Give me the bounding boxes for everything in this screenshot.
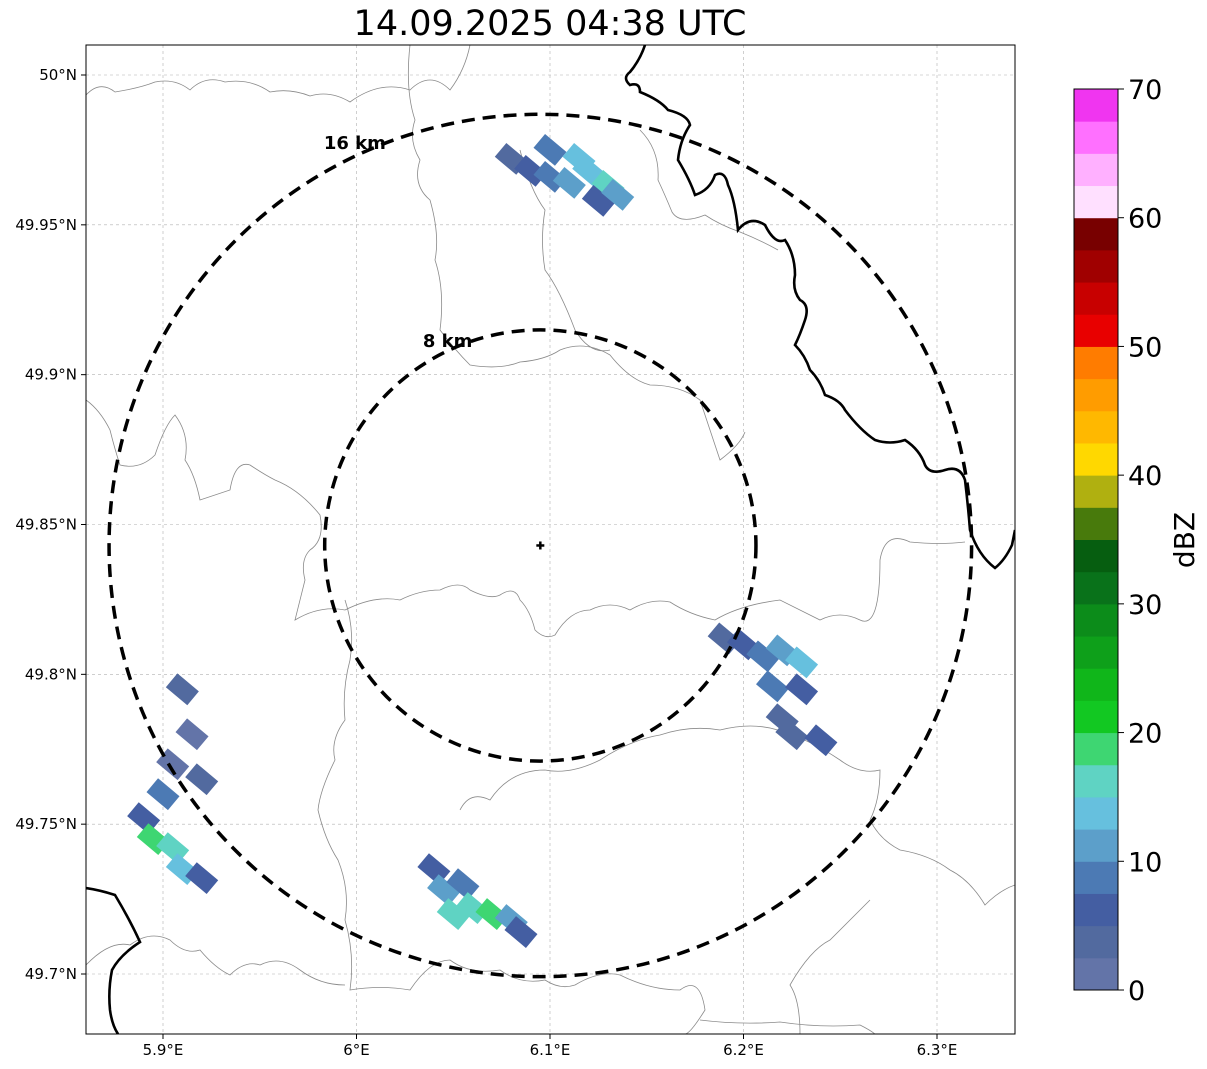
lat-tick-label: 49.9°N (25, 366, 77, 384)
echo-pixel (427, 874, 461, 906)
echo-pixel (533, 134, 567, 166)
echo-pixel (785, 673, 819, 706)
colorbar-swatch (1074, 571, 1118, 605)
colorbar-swatch (1074, 893, 1118, 927)
echo-east-cell (707, 622, 838, 757)
echo-south-cell (417, 853, 538, 948)
colorbar-title: dBZ (1168, 512, 1201, 568)
colorbar-swatch (1074, 410, 1118, 444)
echo-pixel (165, 673, 199, 706)
colorbar: 0 10 20 30 40 50 60 70 dBZ (1073, 75, 1201, 1007)
latitude-axis: 50°N 49.95°N 49.9°N 49.85°N 49.8°N 49.75°N 49.… (15, 66, 86, 983)
gridlines (86, 45, 1015, 1034)
lat-tick-label: 49.7°N (25, 965, 77, 983)
national-borders (86, 45, 1015, 1034)
lat-tick-label: 50°N (39, 66, 77, 84)
colorbar-swatch (1074, 249, 1118, 283)
echo-pixel (185, 763, 219, 796)
reflectivity-echoes (127, 134, 838, 948)
colorbar-frame (1073, 88, 1119, 991)
colorbar-swatch (1074, 89, 1118, 122)
colorbar-swatch (1074, 153, 1118, 187)
lon-tick-label: 6°E (343, 1041, 370, 1059)
map-title: 14.09.2025 04:38 UTC (353, 4, 747, 44)
echo-southwest-cell (127, 673, 219, 895)
colorbar-tick-label: 50 (1128, 332, 1162, 363)
colorbar-swatch (1074, 732, 1118, 766)
echo-pixel (601, 178, 635, 211)
lon-tick-label: 5.9°E (143, 1041, 184, 1059)
echo-pixel (127, 802, 161, 835)
colorbar-swatch (1074, 700, 1118, 734)
echo-pixel (146, 778, 180, 811)
lon-tick-label: 6.3°E (917, 1041, 958, 1059)
range-ring (322, 328, 758, 763)
echo-pixel (504, 916, 538, 948)
echo-pixel (446, 868, 480, 900)
lat-tick-label: 49.95°N (15, 216, 77, 234)
lat-tick-label: 49.75°N (15, 815, 77, 833)
echo-pixel (552, 166, 586, 199)
colorbar-swatch (1074, 764, 1118, 798)
map-background (86, 45, 1015, 1034)
lat-tick-label: 49.8°N (25, 665, 77, 683)
colorbar-swatch (1074, 475, 1118, 508)
colorbar-swatch (1074, 796, 1118, 830)
colorbar-swatch (1074, 829, 1118, 862)
range-ring-label: 8 km (423, 331, 473, 352)
longitude-axis: 5.9°E 6°E 6.1°E 6.2°E 6.3°E (143, 1034, 958, 1059)
colorbar-swatch (1074, 539, 1118, 573)
echo-pixel (775, 718, 809, 751)
echo-pixel (746, 640, 780, 673)
lat-tick-label: 49.85°N (15, 516, 77, 534)
colorbar-swatch (1074, 861, 1118, 894)
colorbar-swatch (1074, 925, 1118, 959)
colorbar-swatch (1074, 507, 1118, 540)
echo-pixel (785, 646, 819, 679)
echo-pixel (417, 853, 451, 886)
echo-pixel (156, 748, 190, 781)
colorbar-swatch (1074, 378, 1118, 412)
echo-pixel (156, 832, 190, 865)
echo-pixel (581, 184, 615, 217)
colorbar-tick-label: 10 (1128, 847, 1162, 878)
lon-tick-label: 6.2°E (723, 1041, 764, 1059)
colorbar-tick-label: 30 (1128, 590, 1162, 621)
colorbar-swatch (1074, 346, 1118, 380)
lon-tick-label: 6.1°E (530, 1041, 571, 1059)
colorbar-tick-label: 20 (1128, 719, 1162, 750)
colorbar-swatch (1074, 957, 1118, 991)
colorbar-swatch (1074, 668, 1118, 701)
colorbar-swatch (1074, 603, 1118, 637)
range-ring (107, 112, 974, 979)
colorbar-tick-label: 70 (1128, 75, 1162, 106)
echo-pixel (562, 143, 596, 175)
colorbar-swatch (1074, 185, 1118, 219)
colorbar-swatch (1074, 217, 1118, 251)
echo-pixel (436, 898, 470, 930)
echo-pixel (175, 718, 209, 751)
colorbar-tick-label: 0 (1128, 976, 1145, 1007)
echo-pixel (756, 670, 790, 703)
range-ring-label: 16 km (324, 133, 386, 154)
colorbar-swatch (1074, 636, 1118, 669)
echo-north-cell (494, 134, 635, 217)
colorbar-tick-label: 40 (1128, 461, 1162, 492)
echo-pixel (804, 724, 838, 757)
range-rings: 8 km 16 km (107, 112, 974, 979)
colorbar-swatch (1074, 121, 1118, 154)
colorbar-tick-label: 60 (1128, 204, 1162, 235)
echo-pixel (185, 862, 219, 895)
colorbar-swatch (1074, 314, 1118, 347)
colorbar-swatch (1074, 282, 1118, 315)
colorbar-swatch (1074, 442, 1118, 476)
